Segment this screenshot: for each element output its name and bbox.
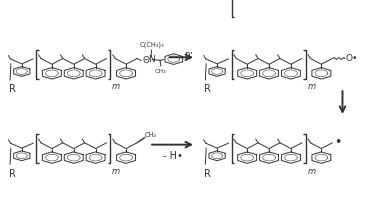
Text: O•: O• <box>346 54 358 63</box>
Text: m: m <box>112 166 120 175</box>
Text: m: m <box>112 82 120 91</box>
Text: m: m <box>307 166 316 175</box>
Text: R: R <box>9 168 15 178</box>
Text: C(CH₃)₃: C(CH₃)₃ <box>139 42 164 48</box>
Text: •: • <box>334 135 342 148</box>
Text: O: O <box>142 56 149 65</box>
Text: CH₃: CH₃ <box>155 69 167 74</box>
Text: R: R <box>9 84 15 94</box>
Text: R': R' <box>184 52 193 60</box>
Text: N: N <box>148 55 155 64</box>
Text: - H•: - H• <box>163 150 183 160</box>
Text: CH₂: CH₂ <box>145 131 157 137</box>
Text: R: R <box>204 84 211 94</box>
Text: m: m <box>307 82 316 91</box>
Text: R: R <box>204 168 211 178</box>
